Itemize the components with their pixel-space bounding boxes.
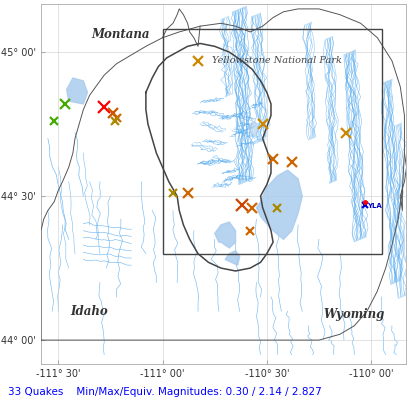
Text: Montana: Montana (91, 28, 150, 41)
Polygon shape (256, 170, 301, 239)
Bar (162, 29, 380, 254)
Polygon shape (67, 78, 87, 104)
Polygon shape (214, 222, 235, 248)
Text: Yellowstone National Park: Yellowstone National Park (212, 56, 342, 65)
Text: YLA: YLA (366, 203, 381, 209)
Polygon shape (225, 251, 239, 265)
Polygon shape (247, 121, 258, 136)
Text: 33 Quakes    Min/Max/Equiv. Magnitudes: 0.30 / 2.14 / 2.827: 33 Quakes Min/Max/Equiv. Magnitudes: 0.3… (8, 387, 321, 397)
Text: Idaho: Idaho (70, 305, 108, 318)
Text: Wyoming: Wyoming (323, 308, 384, 321)
